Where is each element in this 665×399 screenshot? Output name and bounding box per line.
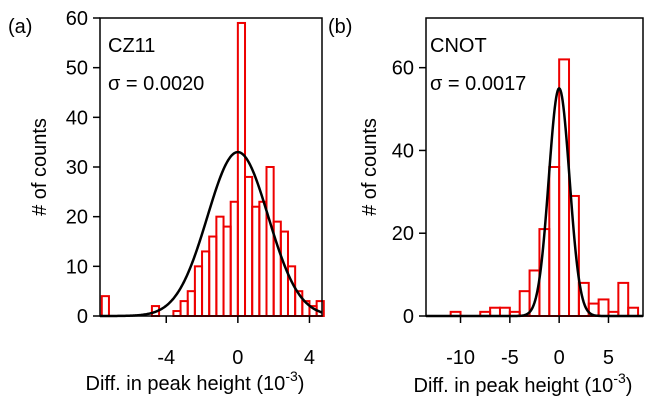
- histogram-bar: [265, 166, 275, 317]
- x-axis-label-text: Diff. in peak height (10: [86, 373, 286, 395]
- x-tick-label: 5: [603, 347, 614, 369]
- y-tick-label: 40: [66, 107, 88, 129]
- histogram-bar: [597, 298, 610, 318]
- histogram-bar: [258, 200, 268, 317]
- panel-label: (a): [8, 16, 32, 38]
- histogram-bar: [251, 205, 261, 318]
- y-axis-label: # of counts: [359, 118, 381, 216]
- histogram-bar: [617, 281, 630, 317]
- histogram-bar: [179, 300, 189, 318]
- x-tick-label: 0: [554, 347, 565, 369]
- x-axis-label-exponent: -3: [613, 370, 626, 386]
- y-tick-label: 30: [66, 157, 88, 179]
- y-tick-label: 20: [66, 207, 88, 229]
- histogram-bar: [201, 250, 211, 317]
- histogram-bar: [558, 58, 571, 318]
- x-tick-label: -10: [446, 347, 475, 369]
- x-axis-label: Diff. in peak height (10-3): [86, 368, 305, 395]
- x-tick-label: -4: [157, 347, 175, 369]
- histogram-bar: [229, 200, 239, 317]
- plot-frame: [425, 17, 644, 317]
- y-tick-label: 10: [66, 256, 88, 278]
- y-tick-label: 20: [392, 223, 414, 245]
- y-tick-label: 50: [66, 58, 88, 80]
- histogram-bar: [100, 295, 110, 317]
- histogram-bar: [244, 175, 254, 317]
- gaussian-fit-line: [426, 86, 643, 318]
- x-axis-label: Diff. in peak height (10-3): [414, 370, 633, 397]
- y-tick-label: 60: [392, 58, 414, 80]
- annotation-sigma: σ = 0.0017: [430, 73, 526, 95]
- y-axis-label: # of counts: [29, 118, 51, 216]
- x-tick-label: -5: [501, 347, 519, 369]
- histogram-bar: [236, 21, 247, 317]
- annotation-name: CNOT: [430, 35, 487, 57]
- x-axis-label-close: ): [298, 373, 305, 395]
- histogram-bar: [215, 215, 225, 318]
- x-tick-label: 0: [232, 347, 243, 369]
- histogram-bar: [186, 290, 196, 317]
- y-tick-label: 0: [403, 306, 414, 328]
- y-tick-label: 0: [77, 306, 88, 328]
- y-tick-label: 40: [392, 140, 414, 162]
- x-axis-label-text: Diff. in peak height (10: [414, 375, 614, 397]
- histogram-bar: [222, 225, 232, 318]
- histogram-bar: [193, 265, 204, 318]
- chart-panel-1: 0 10 20 30 40 50 60 -4 0 4 (a) CZ11 σ = 0.0020 # of c…: [8, 8, 325, 395]
- chart-panel-2: 0 20 40 60 -10 -5 0 5 (b) CNOT σ = 0.0017 # of coun…: [328, 16, 644, 397]
- x-axis-label-close: ): [626, 375, 633, 397]
- histogram-bar: [548, 166, 561, 317]
- x-axis-label-exponent: -3: [285, 368, 298, 384]
- panel-label: (b): [328, 16, 352, 38]
- histogram-bar: [568, 194, 580, 318]
- annotation-sigma: σ = 0.0020: [108, 73, 204, 95]
- x-tick-label: 4: [304, 347, 315, 369]
- y-tick-label: 60: [66, 8, 88, 30]
- histogram-bar: [208, 235, 218, 318]
- annotation-name: CZ11: [108, 35, 155, 57]
